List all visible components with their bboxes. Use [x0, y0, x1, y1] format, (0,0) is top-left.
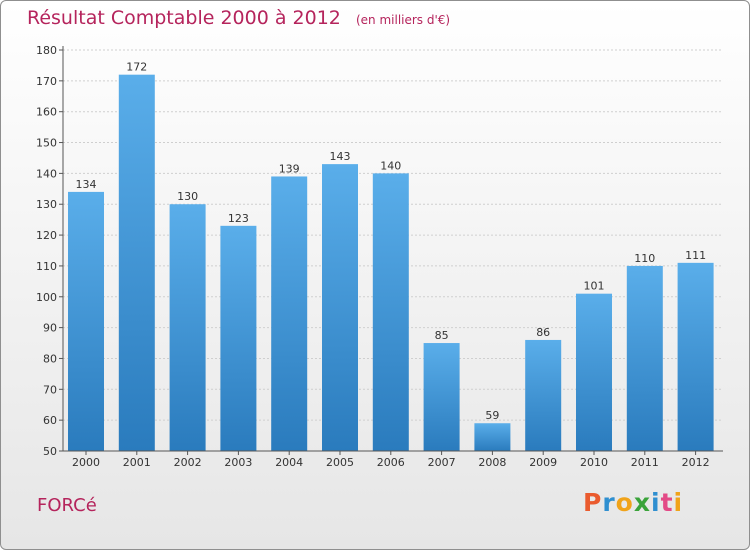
y-tick-label-50: 50: [43, 445, 57, 458]
y-tick-label-70: 70: [43, 383, 57, 396]
y-tick-label-80: 80: [43, 352, 57, 365]
bar-2004: [271, 176, 308, 451]
y-tick-label-60: 60: [43, 414, 57, 427]
title-row: Résultat Comptable 2000 à 2012 (en milli…: [27, 7, 450, 29]
value-label-2005: 143: [330, 150, 351, 163]
brand-letter: t: [660, 488, 674, 517]
commune-name: FORCé: [37, 495, 97, 516]
y-tick-label-110: 110: [36, 260, 57, 273]
x-tick-label-2008: 2008: [478, 456, 506, 469]
y-tick-label-170: 170: [36, 75, 57, 88]
value-label-2002: 130: [177, 190, 198, 203]
brand-letter: i: [651, 488, 661, 517]
value-label-2000: 134: [76, 178, 97, 191]
y-tick-label-120: 120: [36, 229, 57, 242]
y-tick-label-160: 160: [36, 106, 57, 119]
chart-subtitle: (en milliers d'€): [355, 13, 451, 27]
x-axis-ticks: 2000 2001 2002 2003 2004 2005 2006 2007 2008 2009…: [72, 451, 710, 469]
value-labels: 134 172 130 123 139 143 140 85 59 86 101 110 111: [76, 61, 707, 423]
bar-2000: [68, 191, 104, 451]
value-label-2006: 140: [380, 159, 401, 172]
chart-title: Résultat Comptable 2000 à 2012: [27, 7, 341, 29]
y-tick-label-140: 140: [36, 167, 57, 180]
x-tick-label-2005: 2005: [326, 456, 354, 469]
bars: [68, 74, 714, 451]
brand-letter: P: [583, 488, 603, 517]
x-tick-label-2002: 2002: [174, 456, 202, 469]
axes: [62, 46, 723, 452]
bar-2012: [677, 262, 714, 451]
x-tick-label-2011: 2011: [631, 456, 659, 469]
y-tick-label-150: 150: [36, 137, 57, 150]
value-label-2011: 110: [634, 252, 655, 265]
brand-letter: x: [633, 488, 651, 517]
x-tick-label-2004: 2004: [275, 456, 303, 469]
bar-2010: [576, 293, 612, 451]
value-label-2012: 111: [685, 249, 706, 262]
bar-2007: [423, 343, 460, 451]
y-axis-ticks: 50 60 70 80 90 100 110 120 130 140 150 160 170 180: [36, 44, 63, 458]
value-label-2010: 101: [584, 280, 605, 293]
bar-2008: [474, 423, 511, 451]
value-label-2004: 139: [279, 162, 300, 175]
x-tick-label-2010: 2010: [580, 456, 608, 469]
value-label-2001: 172: [126, 61, 147, 74]
bar-2003: [220, 225, 257, 451]
value-label-2009: 86: [536, 326, 550, 339]
brand-letter: r: [602, 488, 616, 517]
value-label-2008: 59: [485, 409, 499, 422]
bar-2005: [322, 164, 358, 451]
x-tick-label-2003: 2003: [224, 456, 252, 469]
x-tick-label-2001: 2001: [123, 456, 151, 469]
x-tick-label-2007: 2007: [428, 456, 456, 469]
bar-2002: [169, 204, 206, 451]
value-label-2007: 85: [435, 329, 449, 342]
bar-2006: [372, 173, 409, 451]
bar-2009: [525, 339, 562, 451]
x-tick-label-2009: 2009: [529, 456, 557, 469]
y-tick-label-130: 130: [36, 198, 57, 211]
bar-2011: [626, 265, 663, 451]
proxiti-logo: Proxiti: [583, 488, 683, 517]
brand-letter: i: [673, 488, 684, 517]
value-label-2003: 123: [228, 212, 249, 225]
brand-letter: o: [615, 488, 634, 517]
y-tick-label-100: 100: [36, 291, 57, 304]
x-tick-label-2000: 2000: [72, 456, 100, 469]
y-tick-label-180: 180: [36, 44, 57, 57]
bar-2001: [118, 74, 155, 451]
y-tick-label-90: 90: [43, 322, 57, 335]
x-tick-label-2012: 2012: [682, 456, 710, 469]
x-tick-label-2006: 2006: [377, 456, 405, 469]
